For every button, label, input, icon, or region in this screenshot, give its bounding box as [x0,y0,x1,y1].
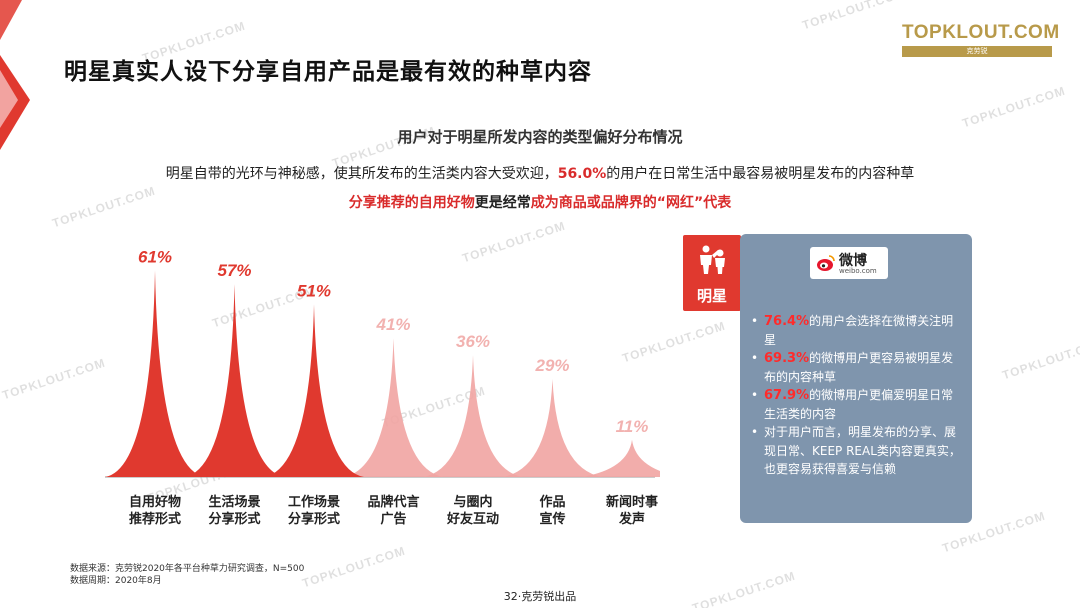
watermark: TOPKLOUT.COM [1000,335,1080,383]
data-label: 36% [456,332,490,351]
category-label: 广告 [380,511,406,527]
corner-decoration [0,0,30,150]
category-label: 分享形式 [208,511,260,527]
desc-text: 更是经常 [474,195,531,211]
weibo-panel: 微博 weibo.com 76.4%的用户会选择在微博关注明星 69.3%的微博… [740,234,972,523]
category-label: 推荐形式 [129,511,181,527]
period-line: 数据周期：2020年8月 [70,576,162,586]
description-line-2: 分享推荐的自用好物更是经常成为商品或品牌界的“网红”代表 [0,192,1080,212]
category-label: 宣传 [539,511,565,527]
chart-peak-1 [105,270,205,477]
data-label: 51% [297,281,331,300]
source-line: 数据来源：克劳锐2020年各平台种草力研究调查，N=500 [70,564,305,574]
chart-peak-4 [343,338,444,477]
brand-logo: TOPKLOUT.COM 克劳锐 [902,22,1060,57]
stat-text: 对于用户而言，明星发布的分享、展现日常、KEEP REAL类内容更真实，也更容易… [764,425,961,476]
data-source: 数据来源：克劳锐2020年各平台种草力研究调查，N=500 数据周期：2020年… [70,563,304,587]
chart-peak-7 [582,439,660,477]
description-line-1: 明星自带的光环与神秘感，使其所发布的生活类内容大受欢迎，56.0%的用户在日常生… [0,163,1080,183]
desc-highlight: 56.0% [557,166,607,182]
stat-number: 69.3% [764,351,810,366]
category-label: 自用好物 [129,494,181,510]
celebrity-label: 明星 [696,287,727,305]
category-label: 分享形式 [288,511,340,527]
category-label: 好友互动 [446,511,499,527]
list-item: 67.9%的微博用户更偏爱明星日常生活类的内容 [750,386,964,423]
category-label: 发声 [618,511,645,527]
chart-peak-3 [264,304,364,477]
stat-text: 的微博用户更偏爱明星日常生活类的内容 [764,388,954,421]
watermark: TOPKLOUT.COM [800,0,908,33]
list-item: 69.3%的微博用户更容易被明星发布的内容种草 [750,349,964,386]
data-label: 29% [534,356,569,375]
desc-text: 的用户在日常生活中最容易被明星发布的内容种草 [606,166,915,182]
stat-number: 67.9% [764,388,810,403]
watermark: TOPKLOUT.COM [960,83,1068,131]
watermark: TOPKLOUT.COM [0,355,108,403]
celebrity-icon [700,245,725,274]
weibo-logo: 微博 weibo.com [810,247,888,279]
data-label: 11% [616,417,649,436]
page-title: 明星真实人设下分享自用产品是最有效的种草内容 [64,59,592,85]
category-label: 工作场景 [288,494,340,510]
chart-peak-5 [423,355,523,477]
celebrity-badge: 明星 [683,235,741,311]
list-item: 76.4%的用户会选择在微博关注明星 [750,312,964,349]
chart-peak-6 [502,378,603,477]
data-label: 61% [138,248,172,267]
chart-title: 用户对于明星所发内容的类型偏好分布情况 [397,128,683,146]
desc-highlight: 成为商品或品牌界的“网红”代表 [530,195,732,211]
weibo-name: 微博 [839,253,867,269]
desc-text: 明星自带的光环与神秘感，使其所发布的生活类内容大受欢迎， [165,166,558,182]
page-footer: 32·克劳锐出品 [503,590,577,603]
stat-text: 的用户会选择在微博关注明星 [764,314,954,347]
category-label: 与圈内 [453,494,492,510]
weibo-stats: 76.4%的用户会选择在微博关注明星 69.3%的微博用户更容易被明星发布的内容… [750,312,964,478]
data-label: 57% [217,261,251,280]
data-label: 41% [375,315,410,334]
stat-number: 76.4% [764,314,810,329]
list-item: 对于用户而言，明星发布的分享、展现日常、KEEP REAL类内容更真实，也更容易… [750,423,964,478]
logo-subtext: 克劳锐 [902,46,1052,57]
logo-text: TOPKLOUT.COM [902,22,1060,43]
category-label: 作品 [539,494,565,510]
desc-highlight: 分享推荐的自用好物 [348,195,475,211]
category-label: 生活场景 [208,494,260,510]
weibo-url: weibo.com [839,267,877,275]
chart-peak-2 [184,284,285,477]
category-label: 品牌代言 [367,494,419,510]
weibo-icon [817,255,835,271]
category-label: 新闻时事 [606,494,658,510]
watermark: TOPKLOUT.COM [300,543,408,591]
preference-chart: 61%自用好物推荐形式57%生活场景分享形式51%工作场景分享形式41%品牌代言… [105,248,660,527]
stat-text: 的微博用户更容易被明星发布的内容种草 [764,351,954,384]
